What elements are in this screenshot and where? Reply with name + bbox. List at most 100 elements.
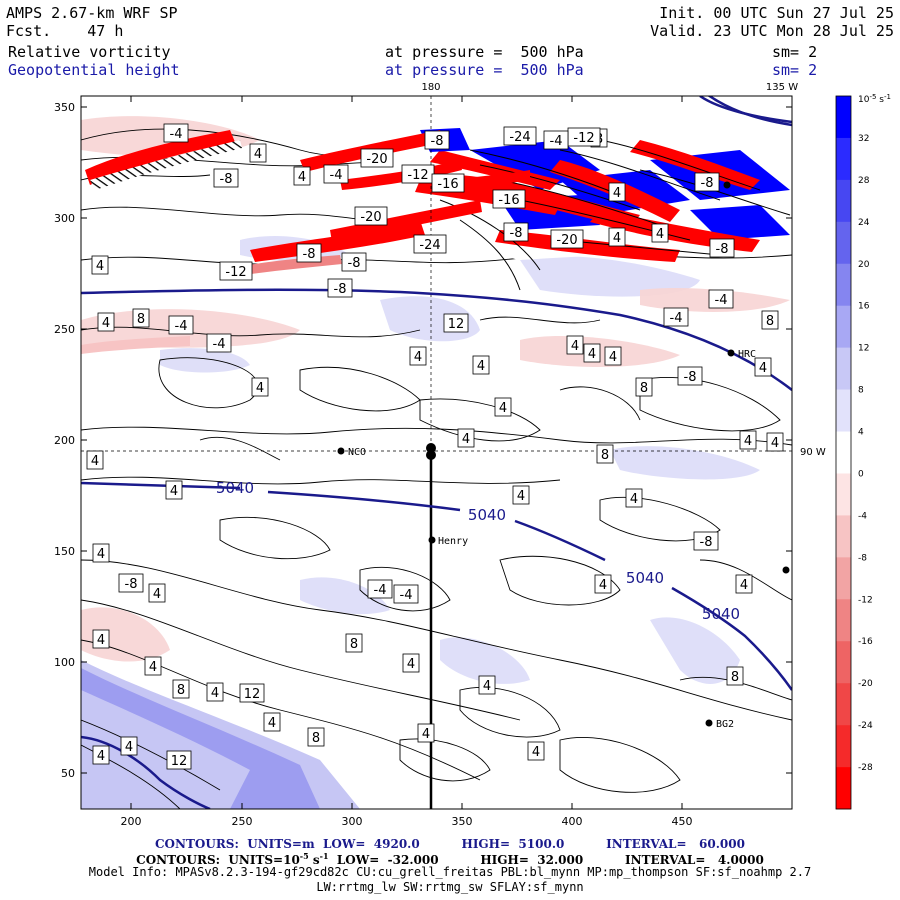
vort-label-box (307, 727, 325, 747)
colorbar-tick-label: -16 (858, 637, 873, 647)
vort-contour-units-s: s (308, 853, 320, 867)
vort-label-text: -4 (213, 337, 226, 352)
vort-label-box (165, 480, 183, 500)
vort-label-text: 4 (613, 186, 621, 201)
vort-label-text: 4 (483, 679, 491, 694)
vort-label-text: -16 (437, 177, 458, 192)
colorbar-title-base: 10 (858, 95, 870, 105)
vort-label-box (651, 223, 669, 243)
vort-label-box (132, 308, 150, 328)
vort-label-text: 12 (448, 317, 465, 332)
vort-label-box (583, 343, 601, 363)
vorticity-value-labels: -4 4 -8 -20 8 -12 -4 4 -8 -16 -12 -8 4 -4 -24 -20 -16 -24… (86, 123, 784, 770)
colorbar-swatch (836, 473, 851, 516)
vort-label-box (709, 238, 735, 258)
vort-label-box (86, 450, 104, 470)
vort-label-text: -4 (175, 319, 188, 334)
vort-label-text: -8 (684, 370, 697, 385)
vort-label-box (213, 168, 239, 188)
colorbar-swatch (836, 683, 851, 726)
vort-label-text: 8 (137, 312, 145, 327)
vort-label-box (341, 252, 367, 272)
vort-label-text: 4 (759, 361, 767, 376)
vort-label-box (594, 574, 612, 594)
top-label-180: 180 (421, 82, 440, 93)
plot-frame (80, 95, 793, 810)
vort-label-text: 4 (96, 259, 104, 274)
vort-label-box (625, 488, 643, 508)
vort-label-box (527, 741, 545, 761)
vort-label-box (754, 357, 772, 377)
forecast-hour: Fcst. 47 h (6, 22, 123, 40)
vort-label-box (206, 333, 232, 353)
vort-label-box (327, 278, 353, 298)
height-contour-high: HIGH= 5100.0 (461, 837, 565, 851)
vort-label-text: -8 (510, 226, 523, 241)
vort-label-text: -8 (125, 577, 138, 592)
vort-label-box (144, 656, 162, 676)
vort-label-box (91, 255, 109, 275)
colorbar-swatch (836, 641, 851, 684)
vort-label-box (604, 346, 622, 366)
vort-label-text: -20 (556, 233, 577, 248)
vort-label-text: 8 (312, 731, 320, 746)
vort-label-text: -4 (170, 127, 183, 142)
station-bg2-label: BG2 (716, 719, 734, 730)
vort-label-text: -12 (407, 168, 428, 183)
vort-label-box (503, 126, 537, 146)
field1-level: at pressure = 500 hPa (385, 43, 584, 61)
model-info-line-2: LW:rrtmg_lw SW:rrtmg_sw SFLAY:sf_mynn (316, 880, 584, 894)
vort-label-box (323, 164, 349, 184)
colorbar-swatch (836, 179, 851, 223)
vort-label-text: 12 (244, 687, 261, 702)
vort-label-text: -4 (550, 134, 563, 149)
vort-label-box (596, 444, 614, 464)
colorbar-tick-label: 20 (858, 260, 870, 270)
station-nco-label: NCO (348, 447, 366, 458)
vort-label-box (492, 189, 526, 209)
vort-label-box (118, 573, 144, 593)
vort-label-text: 4 (571, 339, 579, 354)
station-marker-north (723, 181, 731, 189)
vort-label-box (726, 666, 744, 686)
colorbar-swatch (836, 96, 851, 139)
colorbar-swatch (836, 767, 851, 810)
axis-ticks: 200 250 300 350 400 450 350 300 250 200 150 100 50 (54, 96, 792, 828)
vort-label-text: 8 (177, 683, 185, 698)
vort-label-text: -4 (400, 588, 413, 603)
vort-contour-units-exp: -5 (299, 851, 309, 861)
vort-contour-units-exp2: -1 (319, 851, 329, 861)
vort-label-box (635, 377, 653, 397)
vort-label-box (249, 143, 267, 163)
colorbar-swatch (836, 305, 851, 348)
vort-contour-high: HIGH= 32.000 (480, 853, 584, 867)
vort-label-box (172, 679, 190, 699)
vort-label-text: 4 (422, 727, 430, 742)
colorbar-frame (835, 95, 852, 810)
y-tick-label: 250 (54, 323, 75, 336)
vort-label-text: 8 (640, 381, 648, 396)
init-time: Init. 00 UTC Sun 27 Jul 25 (659, 4, 894, 22)
vort-label-box (431, 173, 465, 193)
vort-label-box (735, 574, 753, 594)
vort-label-text: -8 (303, 247, 316, 262)
vort-label-text: -8 (348, 256, 361, 271)
colorbar-swatch (836, 515, 851, 558)
vort-label-text: 4 (599, 578, 607, 593)
vort-label-text: 8 (766, 314, 774, 329)
height-contour-info: CONTOURS: UNITS=m LOW= 4920.0 HIGH= 5100… (0, 837, 900, 851)
station-hrc-marker (727, 349, 735, 357)
vort-label-box (766, 432, 784, 452)
colorbar-tick-label: -24 (858, 721, 873, 731)
x-tick-label: 250 (232, 815, 253, 828)
y-tick-label: 300 (54, 212, 75, 225)
height-label: 5040 (216, 479, 254, 497)
vort-label-box (663, 307, 689, 327)
vort-label-box (354, 206, 388, 226)
vort-label-text: 4 (91, 454, 99, 469)
colorbar-tick-label: -8 (858, 553, 867, 563)
colorbar-tick-label: 0 (858, 469, 864, 479)
vort-label-text: -8 (431, 134, 444, 149)
vort-label-box (148, 583, 166, 603)
colorbar-swatch (836, 347, 851, 390)
